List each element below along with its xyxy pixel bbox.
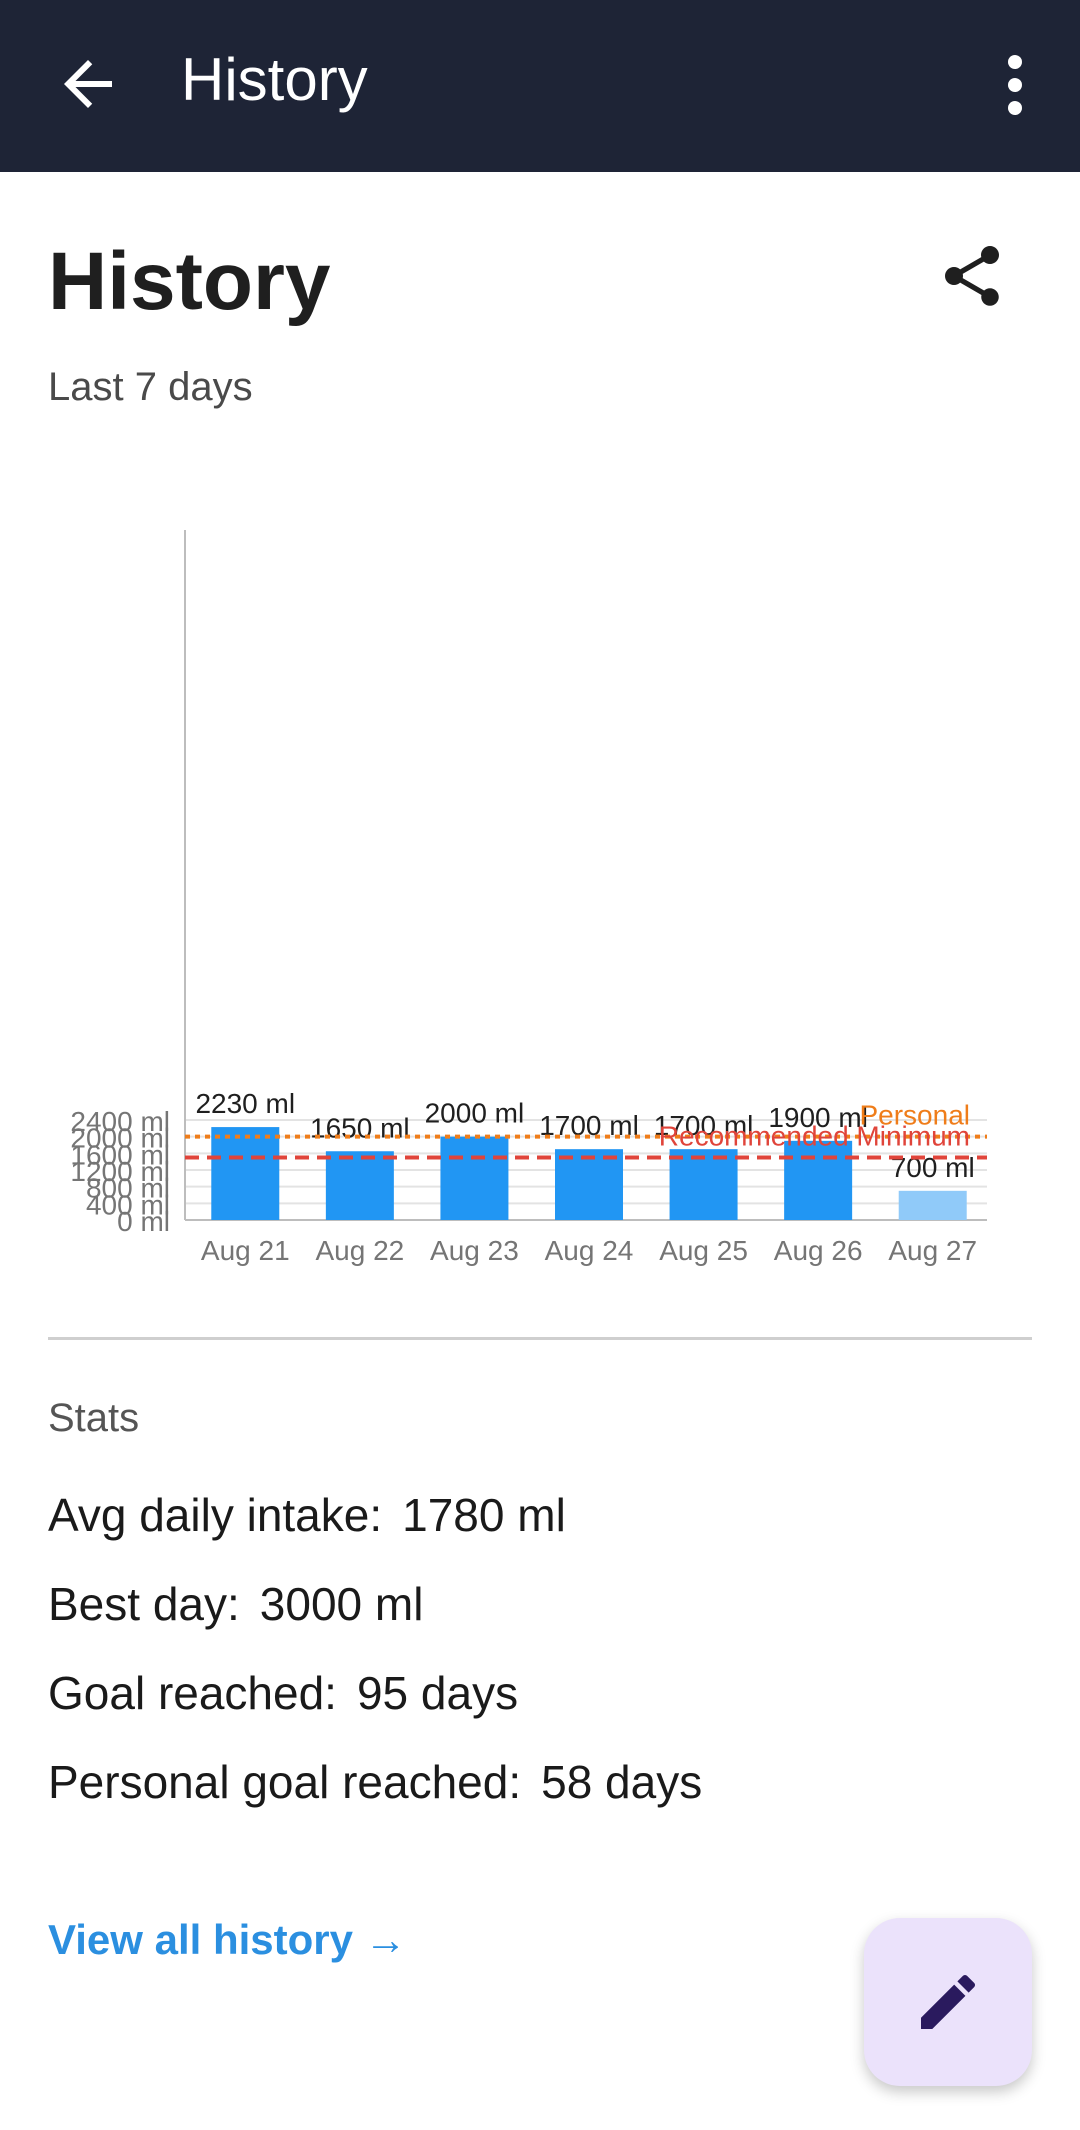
arrow-left-icon <box>64 60 112 108</box>
back-button[interactable] <box>52 48 124 120</box>
data-label: 2000 ml <box>425 1098 525 1129</box>
app-bar: History <box>0 0 1080 172</box>
stats-heading: Stats <box>48 1396 140 1440</box>
bar <box>669 1149 738 1220</box>
share-icon <box>945 246 999 306</box>
stat-label: Personal goal reached: <box>48 1756 522 1808</box>
y-tick-label: 400 ml <box>86 1189 170 1220</box>
y-tick-label: 1600 ml <box>70 1139 170 1170</box>
stat-label: Best day: <box>48 1578 240 1630</box>
more-options-button[interactable] <box>985 45 1045 125</box>
stat-avg-daily-intake: Avg daily intake: 1780 ml <box>48 1487 566 1543</box>
pencil-icon <box>921 1974 976 2029</box>
stat-goal-reached: Goal reached: 95 days <box>48 1665 518 1721</box>
y-tick-label: 2400 ml <box>70 1106 170 1137</box>
x-tick-label: Aug 25 <box>659 1235 748 1266</box>
stat-value: 1780 ml <box>402 1489 566 1541</box>
x-tick-label: Aug 22 <box>315 1235 404 1266</box>
data-label: 1900 ml <box>768 1102 868 1133</box>
y-tick-label: 1200 ml <box>70 1156 170 1187</box>
x-tick-label: Aug 26 <box>774 1235 863 1266</box>
x-tick-label: Aug 23 <box>430 1235 519 1266</box>
y-tick-label: 800 ml <box>86 1173 170 1204</box>
edit-fab[interactable] <box>864 1918 1032 2086</box>
x-tick-label: Aug 21 <box>201 1235 290 1266</box>
x-tick-label: Aug 27 <box>888 1235 977 1266</box>
bar <box>784 1140 853 1220</box>
bar <box>211 1127 280 1220</box>
stat-label: Goal reached: <box>48 1667 337 1719</box>
view-all-history-link[interactable]: View all history → <box>48 1916 407 1963</box>
section-divider <box>48 1337 1032 1340</box>
stat-label: Avg daily intake: <box>48 1489 383 1541</box>
reference-line-label: Recommended Minimum <box>659 1121 970 1152</box>
stat-value: 58 days <box>541 1756 703 1808</box>
intake-bar-chart: 0 ml 400 ml 800 ml 1200 ml 1600 ml 2000 ml 240… <box>0 520 1080 1280</box>
date-range-subtitle: Last 7 days <box>48 365 253 409</box>
bar <box>440 1136 509 1220</box>
bar <box>555 1149 623 1220</box>
stat-value: 3000 ml <box>259 1578 424 1630</box>
more-vert-icon <box>1008 55 1022 115</box>
stat-personal-goal-reached: Personal goal reached: 58 days <box>48 1754 702 1810</box>
page-title: History <box>48 236 331 327</box>
app-bar-title: History <box>181 46 368 113</box>
stat-value: 95 days <box>356 1667 519 1719</box>
share-button[interactable] <box>936 240 1008 312</box>
y-tick-label: 2000 ml <box>70 1123 170 1154</box>
y-tick-label: 0 ml <box>117 1206 170 1237</box>
bar <box>898 1190 967 1220</box>
x-tick-label: Aug 24 <box>545 1235 634 1266</box>
reference-line-label: Personal <box>859 1100 970 1131</box>
bar <box>325 1151 394 1220</box>
data-label: 2230 ml <box>195 1088 295 1119</box>
stat-best-day: Best day: 3000 ml <box>48 1576 423 1632</box>
